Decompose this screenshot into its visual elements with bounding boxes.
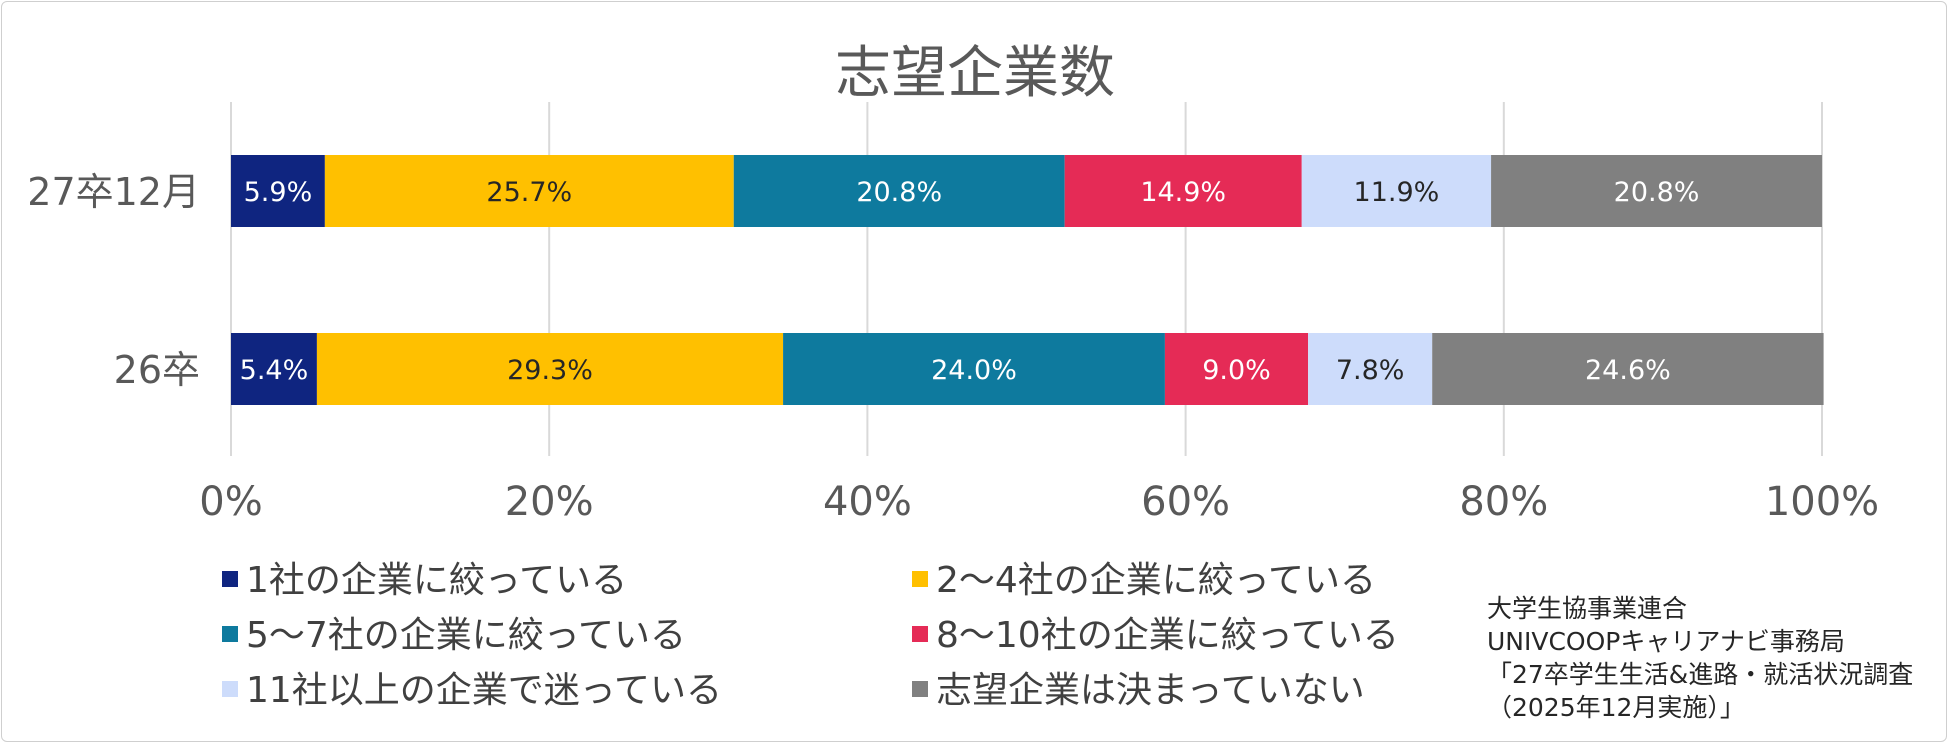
x-tick-label: 60% xyxy=(1141,479,1230,525)
data-label: 5.9% xyxy=(244,177,313,208)
bar-segment xyxy=(1301,155,1492,227)
legend-label: 5～7社の企業に絞っている xyxy=(246,615,686,656)
bar-segment xyxy=(1308,333,1433,405)
legend-swatch xyxy=(222,681,238,697)
legend-label: 2～4社の企業に絞っている xyxy=(936,560,1376,601)
source-line: UNIVCOOPキャリアナビ事務局 xyxy=(1487,627,1845,656)
data-label: 14.9% xyxy=(1140,177,1226,208)
bar-segment xyxy=(1064,155,1302,227)
x-axis-ticks: 0% 20% 40% 60% 80% 100% xyxy=(199,479,1879,525)
bars: 5.9% 25.7% 20.8% 14.9% 11.9% 20.8% 5.4% 29.3% 24… xyxy=(231,155,1824,405)
source-line: 「27卒学生生活&進路・就活状況調査 xyxy=(1487,660,1914,689)
bar-segment xyxy=(1491,155,1822,227)
bar-segment xyxy=(733,155,1065,227)
x-tick-label: 0% xyxy=(199,479,262,525)
bar-segment xyxy=(783,333,1165,405)
legend-swatch xyxy=(222,626,238,642)
data-label: 24.6% xyxy=(1585,355,1671,386)
legend-swatch xyxy=(912,626,928,642)
legend-label: 8～10社の企業に絞っている xyxy=(936,615,1399,656)
bar-segment xyxy=(1164,333,1309,405)
x-tick-label: 20% xyxy=(505,479,594,525)
category-labels: 27卒12月 26卒 xyxy=(27,170,200,392)
x-tick-label: 40% xyxy=(823,479,912,525)
data-label: 11.9% xyxy=(1354,177,1440,208)
legend-label: 11社以上の企業で迷っている xyxy=(246,670,722,711)
category-label: 27卒12月 xyxy=(27,170,200,214)
chart-title: 志望企業数 xyxy=(835,41,1115,106)
category-label: 26卒 xyxy=(114,348,200,392)
data-label: 5.4% xyxy=(240,355,309,386)
bar-segment xyxy=(1432,333,1824,405)
data-label: 24.0% xyxy=(931,355,1017,386)
bar-segment xyxy=(231,155,325,227)
bar-segment xyxy=(316,333,784,405)
data-label: 29.3% xyxy=(507,355,593,386)
legend-label: 1社の企業に絞っている xyxy=(246,560,627,601)
data-label: 25.7% xyxy=(486,177,572,208)
source-line: （2025年12月実施）」 xyxy=(1487,693,1745,722)
x-tick-label: 80% xyxy=(1459,479,1548,525)
data-label: 20.8% xyxy=(856,177,942,208)
legend: 1社の企業に絞っている 2～4社の企業に絞っている 5～7社の企業に絞っている 8～1… xyxy=(222,560,1399,711)
bar-segment xyxy=(231,333,317,405)
legend-swatch xyxy=(222,571,238,587)
x-tick-label: 100% xyxy=(1765,479,1879,525)
source-note: 大学生協事業連合 UNIVCOOPキャリアナビ事務局 「27卒学生生活&進路・就… xyxy=(1487,592,1947,724)
data-label: 20.8% xyxy=(1614,177,1700,208)
legend-label: 志望企業は決まっていない xyxy=(936,670,1365,711)
data-label: 9.0% xyxy=(1202,355,1271,386)
legend-swatch xyxy=(912,681,928,697)
source-line: 大学生協事業連合 xyxy=(1487,594,1688,623)
legend-swatch xyxy=(912,571,928,587)
bar-segment xyxy=(324,155,734,227)
data-label: 7.8% xyxy=(1336,355,1405,386)
